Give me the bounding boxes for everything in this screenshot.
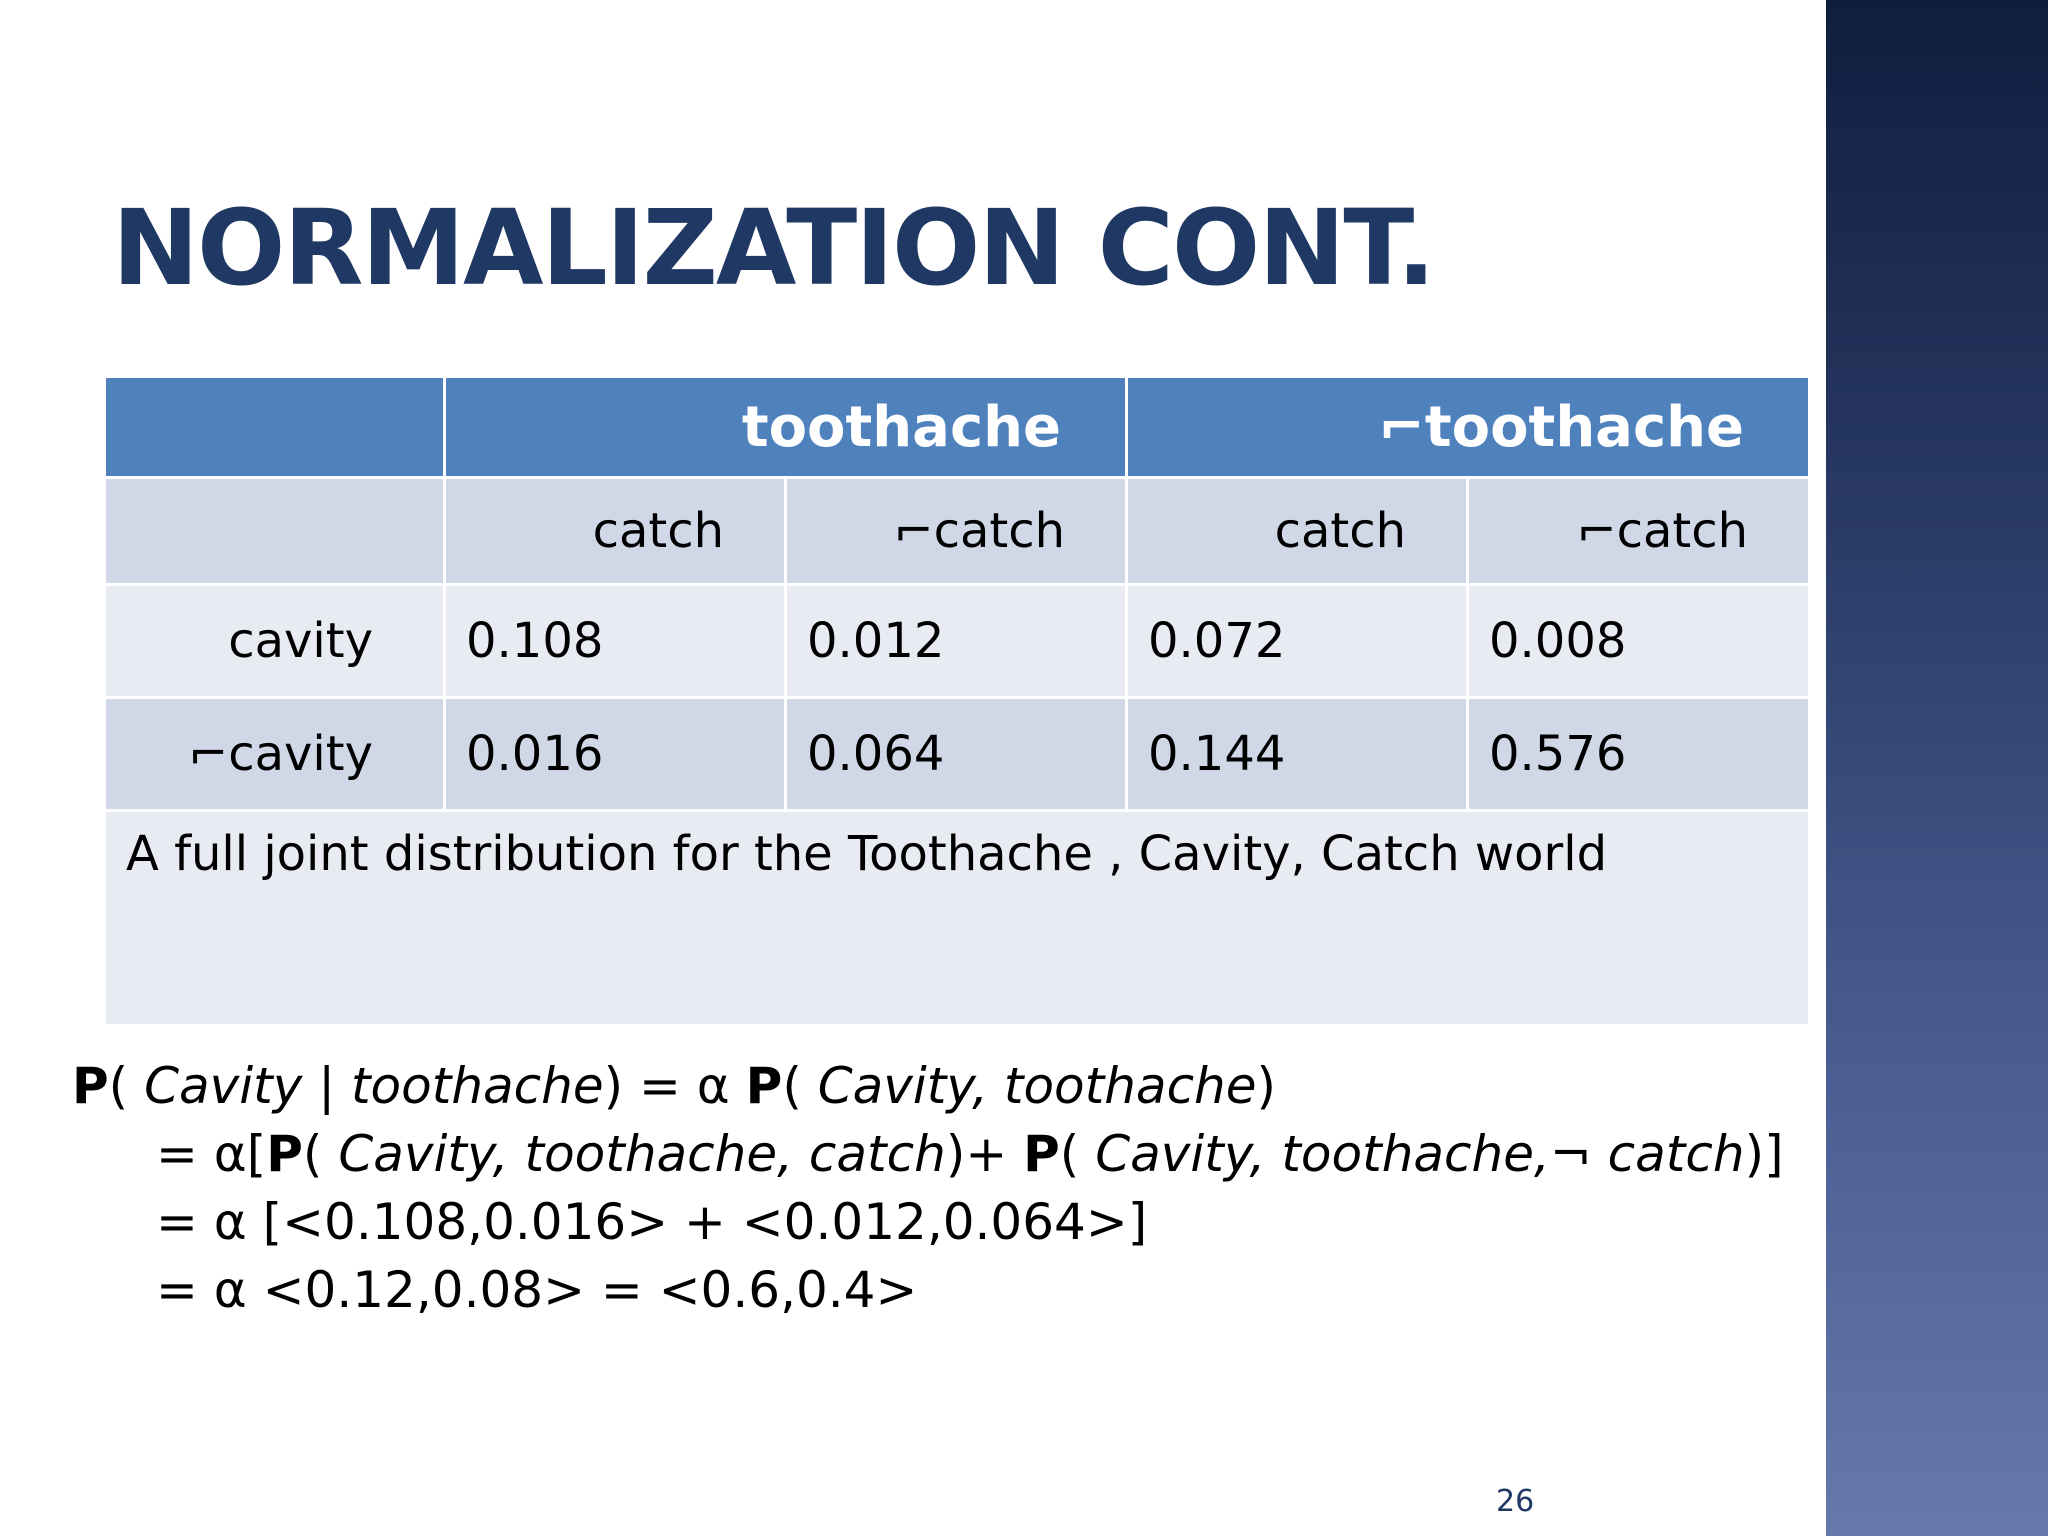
formula-line-2: = α[P( Cavity, toothache, catch)+ P( Cav…: [72, 1120, 1784, 1188]
formula-text: |: [302, 1057, 351, 1115]
subheader-not-catch: ⌐catch: [784, 476, 1128, 586]
table-row: ⌐cavity 0.016 0.064 0.144 0.576: [103, 696, 1812, 812]
table-row: cavity 0.108 0.012 0.072 0.008: [103, 583, 1812, 699]
negation-symbol: ¬: [1549, 1125, 1608, 1183]
subheader-catch: catch: [1125, 476, 1469, 586]
formula-variable: Cavity, toothache, catch: [338, 1125, 946, 1183]
table-caption-row: A full joint distribution for the Tootha…: [102, 809, 1812, 1027]
table-cell: 0.108: [443, 583, 787, 699]
row-label-not-cavity: ⌐cavity: [103, 696, 446, 812]
formula-text: (: [302, 1125, 339, 1183]
table-cell: 0.064: [784, 696, 1128, 812]
table-cell: 0.012: [784, 583, 1128, 699]
prob-symbol: P: [72, 1057, 109, 1115]
prob-symbol: P: [1023, 1125, 1060, 1183]
decorative-side-band: [1826, 0, 2048, 1536]
formula-text: ): [1256, 1057, 1277, 1115]
subheader-corner-cell: [103, 476, 446, 586]
formula-variable: Cavity, toothache: [817, 1057, 1257, 1115]
table-caption: A full joint distribution for the Tootha…: [102, 809, 1812, 1027]
formula-variable: Cavity, toothache,: [1095, 1125, 1550, 1183]
formula-text: (: [108, 1057, 145, 1115]
table-subheader-row: catch ⌐catch catch ⌐catch: [103, 476, 1812, 586]
formula-text: )]: [1744, 1125, 1784, 1183]
formula-text: = α[: [156, 1125, 267, 1183]
normalization-formula: P( Cavity | toothache) = α P( Cavity, to…: [72, 1052, 1784, 1324]
page-number: 26: [1496, 1484, 1535, 1519]
formula-variable: toothache: [350, 1057, 604, 1115]
formula-line-4: = α <0.12,0.08> = <0.6,0.4>: [156, 1261, 918, 1319]
table-corner-cell: [103, 375, 446, 479]
formula-variable: Cavity: [144, 1057, 303, 1115]
formula-text: (: [782, 1057, 818, 1115]
header-toothache: toothache: [443, 375, 1128, 479]
row-label-cavity: cavity: [103, 583, 446, 699]
formula-line-1: P( Cavity | toothache) = α P( Cavity, to…: [72, 1052, 1784, 1120]
table-cell: 0.008: [1465, 583, 1812, 699]
prob-symbol: P: [745, 1057, 783, 1115]
header-not-toothache: ⌐toothache: [1124, 375, 1812, 479]
prob-symbol: P: [266, 1125, 303, 1183]
table-cell: 0.016: [443, 696, 787, 812]
slide-title: NORMALIZATION CONT.: [112, 187, 1436, 309]
table-header-row: toothache ⌐toothache: [103, 375, 1812, 479]
formula-line-3: = α [<0.108,0.016> + <0.012,0.064>]: [156, 1193, 1148, 1251]
joint-distribution-table: toothache ⌐toothache catch ⌐catch catch …: [102, 375, 1812, 1027]
formula-text: )+: [945, 1125, 1024, 1183]
formula-variable: catch: [1607, 1125, 1745, 1183]
table-cell: 0.144: [1125, 696, 1469, 812]
subheader-not-catch: ⌐catch: [1465, 476, 1812, 586]
formula-text: (: [1059, 1125, 1096, 1183]
subheader-catch: catch: [443, 476, 787, 586]
table-cell: 0.576: [1465, 696, 1812, 812]
formula-text: ) = α: [603, 1057, 746, 1115]
table-cell: 0.072: [1125, 583, 1469, 699]
